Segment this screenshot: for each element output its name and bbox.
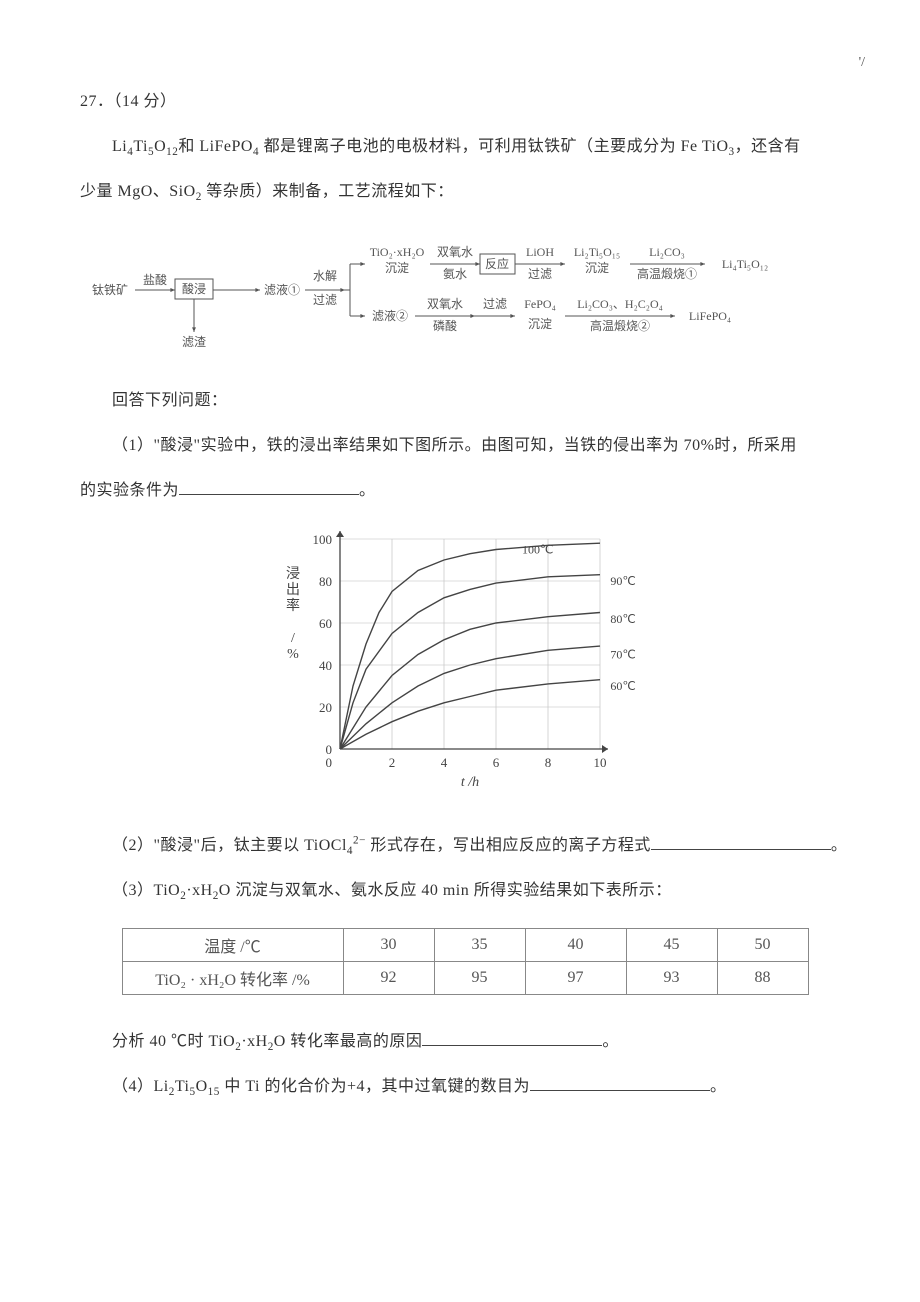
text: 少量 MgO、SiO [80, 183, 196, 200]
text: Ti [133, 138, 148, 155]
svg-text:浸: 浸 [286, 566, 300, 582]
q2-line: （2）"酸浸"后，钛主要以 TiOCl42− 形式存在，写出相应反应的离子方程式… [80, 824, 850, 869]
svg-text:滤液②: 滤液② [372, 308, 408, 323]
svg-text:10: 10 [594, 755, 607, 770]
svg-text:TiO₂·xH₂O: TiO₂·xH₂O [370, 245, 425, 259]
text: 。 [831, 837, 848, 854]
intro-line-1: Li4Ti5O12和 LiFePO4 都是锂离子电池的电极材料，可利用钛铁矿（主… [80, 125, 850, 170]
q1-line2: 的实验条件为 。 [80, 469, 850, 514]
svg-text:40: 40 [319, 658, 332, 673]
blank-field[interactable] [530, 1090, 710, 1091]
conversion-table: 温度 /℃3035404550TiO₂ · xH₂O 转化率 /%9295979… [80, 928, 850, 995]
page: '/ 27．（14 分） Li4Ti5O12和 LiFePO4 都是锂离子电池的… [0, 0, 920, 1302]
svg-text:滤渣: 滤渣 [182, 335, 206, 349]
text: 等杂质）来制备，工艺流程如下： [202, 183, 454, 200]
svg-text:FePO₄: FePO₄ [524, 297, 556, 311]
svg-text:LiOH: LiOH [526, 245, 554, 259]
svg-text:Li₂CO₃: Li₂CO₃ [649, 245, 685, 259]
blank-field[interactable] [651, 849, 831, 850]
q3-after-line: 分析 40 ℃时 TiO2·xH2O 转化率最高的原因。 [80, 1020, 850, 1065]
svg-text:60: 60 [319, 616, 332, 631]
svg-text:反应: 反应 [485, 256, 509, 271]
svg-text:Li₂Ti₅O₁₅: Li₂Ti₅O₁₅ [574, 245, 620, 259]
svg-text:过滤: 过滤 [483, 297, 507, 311]
text: 。 [359, 482, 376, 499]
svg-text:高温煅烧②: 高温煅烧② [590, 318, 650, 333]
svg-text:Li₂CO₃、H₂C₂O₄: Li₂CO₃、H₂C₂O₄ [577, 297, 663, 311]
svg-text:100℃: 100℃ [522, 542, 553, 556]
text: Ti [175, 1078, 190, 1095]
text: （3）TiO [112, 882, 180, 899]
leaching-chart: 2468100204060801000t /h浸出率 /%100℃90℃80℃7… [80, 524, 850, 799]
svg-text:过滤: 过滤 [528, 267, 552, 281]
text: 中 Ti 的化合价为+4，其中过氧键的数目为 [220, 1078, 530, 1095]
text: O [196, 1078, 208, 1095]
svg-text:氨水: 氨水 [443, 267, 467, 281]
svg-text:出: 出 [286, 582, 300, 598]
blank-field[interactable] [179, 494, 359, 495]
svg-text:率: 率 [286, 597, 300, 614]
text: 分析 40 ℃时 TiO [112, 1033, 235, 1050]
q3-line: （3）TiO2·xH2O 沉淀与双氧水、氨水反应 40 min 所得实验结果如下… [80, 869, 850, 914]
svg-text:滤液①: 滤液① [264, 282, 300, 297]
svg-text:盐酸: 盐酸 [143, 272, 167, 287]
svg-text:/: / [291, 631, 295, 646]
svg-text:20: 20 [319, 700, 332, 715]
text: O 转化率最高的原因 [274, 1033, 423, 1050]
svg-text:0: 0 [326, 755, 333, 770]
text: O [154, 138, 166, 155]
intro-line-2: 少量 MgO、SiO2 等杂质）来制备，工艺流程如下： [80, 170, 850, 215]
text: 和 LiFePO [178, 138, 253, 155]
q1-line1: （1）"酸浸"实验中，铁的浸出率结果如下图所示。由图可知，当铁的侵出率为 70%… [80, 424, 850, 469]
svg-text:4: 4 [441, 755, 448, 770]
svg-text:钛铁矿: 钛铁矿 [92, 282, 128, 297]
text: 的实验条件为 [80, 482, 179, 499]
svg-text:80℃: 80℃ [610, 612, 635, 626]
svg-text:90℃: 90℃ [610, 574, 635, 588]
svg-text:80: 80 [319, 574, 332, 589]
text: 。 [710, 1078, 727, 1095]
text: Li [112, 138, 127, 155]
text: ·xH [186, 882, 212, 899]
svg-text:沉淀: 沉淀 [385, 261, 409, 275]
svg-text:100: 100 [313, 532, 333, 547]
flowchart: 钛铁矿盐酸酸浸滤渣滤液①水解过滤TiO₂·xH₂O沉淀双氧水氨水反应LiOH过滤… [80, 224, 850, 359]
blank-field[interactable] [422, 1045, 602, 1046]
text: （2）"酸浸"后，钛主要以 TiOCl [112, 837, 347, 854]
text: ·xH [241, 1033, 267, 1050]
q4-line: （4）Li2Ti5O15 中 Ti 的化合价为+4，其中过氧键的数目为。 [80, 1065, 850, 1110]
svg-text:沉淀: 沉淀 [528, 317, 552, 331]
svg-text:t /h: t /h [461, 775, 479, 790]
svg-text:LiFePO₄: LiFePO₄ [689, 309, 731, 323]
corner-mark: '/ [859, 55, 865, 71]
text: （4）Li [112, 1078, 169, 1095]
answer-prompt: 回答下列问题： [80, 379, 850, 424]
text: 都是锂离子电池的电极材料，可利用钛铁矿（主要成分为 Fe TiO [259, 138, 728, 155]
svg-text:高温煅烧①: 高温煅烧① [637, 266, 697, 281]
svg-text:70℃: 70℃ [610, 647, 635, 661]
svg-text:6: 6 [493, 755, 500, 770]
svg-text:磷酸: 磷酸 [433, 318, 457, 333]
svg-text:双氧水: 双氧水 [437, 245, 473, 259]
svg-text:双氧水: 双氧水 [427, 297, 463, 311]
question-number: 27．（14 分） [80, 80, 850, 125]
svg-text:沉淀: 沉淀 [585, 261, 609, 275]
svg-text:8: 8 [545, 755, 552, 770]
text: 形式存在，写出相应反应的离子方程式 [366, 837, 651, 854]
svg-text:过滤: 过滤 [313, 293, 337, 307]
text: ，还含有 [735, 138, 801, 155]
svg-text:60℃: 60℃ [610, 679, 635, 693]
svg-text:%: % [287, 647, 299, 662]
svg-text:水解: 水解 [313, 269, 337, 283]
svg-text:Li₄Ti₅O₁₂: Li₄Ti₅O₁₂ [722, 257, 768, 271]
text: 。 [602, 1033, 619, 1050]
svg-text:2: 2 [389, 755, 396, 770]
text: O 沉淀与双氧水、氨水反应 40 min 所得实验结果如下表所示： [219, 882, 672, 899]
svg-text:酸浸: 酸浸 [182, 281, 206, 296]
